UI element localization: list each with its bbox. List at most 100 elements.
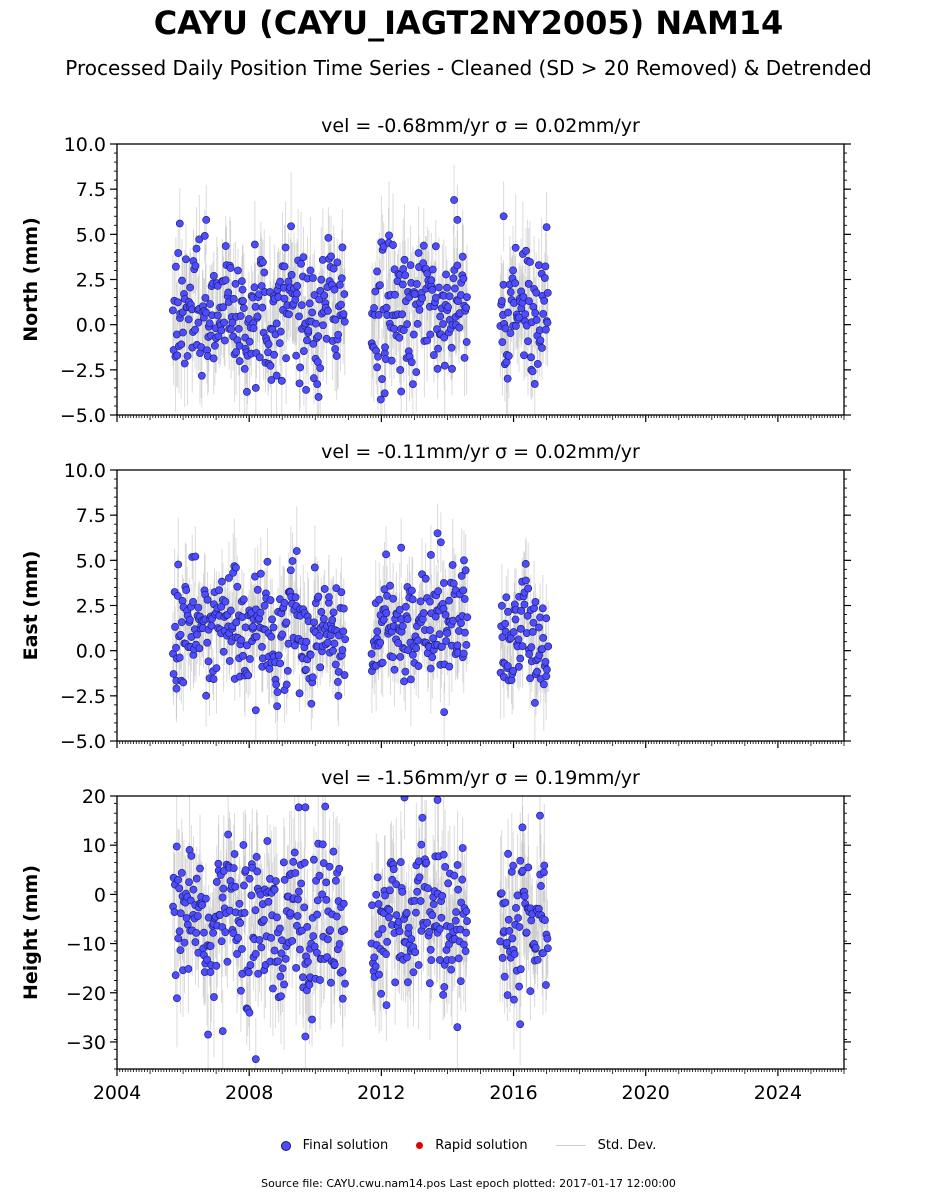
panel-height: −30 −20 −10 0 10 20 2004 2008 2012 2016 2020 2024 ve… (20, 767, 851, 1104)
data-point (441, 610, 450, 619)
data-point (280, 980, 288, 989)
data-point (497, 297, 506, 305)
data-point (434, 344, 442, 353)
data-point (200, 232, 209, 240)
data-point (239, 304, 248, 312)
data-point (325, 862, 334, 871)
data-point (419, 241, 428, 250)
data-point (278, 630, 287, 639)
data-point (524, 337, 532, 346)
data-point (413, 319, 422, 328)
data-point (272, 877, 280, 886)
data-point (516, 624, 525, 633)
data-point (203, 595, 212, 604)
legend: Final solution Rapid solution Std. Dev. (0, 1138, 937, 1153)
data-point (194, 603, 203, 612)
data-point (402, 908, 411, 917)
data-point (414, 662, 423, 670)
data-point (440, 983, 449, 991)
y-axis-label: Height (mm) (20, 865, 42, 1000)
data-point (289, 858, 298, 866)
data-point (425, 979, 434, 988)
data-point (378, 925, 387, 933)
data-point (175, 653, 184, 662)
legend-label-std: Std. Dev. (597, 1138, 657, 1153)
data-point (516, 965, 525, 974)
data-point (280, 598, 289, 607)
data-point (246, 961, 255, 969)
data-point (433, 796, 442, 804)
data-point (439, 990, 448, 999)
data-point (193, 630, 201, 639)
data-point (426, 664, 435, 673)
data-point (404, 978, 412, 987)
data-point (317, 275, 326, 284)
data-point (375, 595, 384, 604)
data-point (264, 897, 273, 906)
data-point (236, 919, 245, 927)
data-point (168, 306, 177, 315)
data-point (286, 566, 295, 575)
data-point (339, 310, 348, 318)
y-tick-label: 2.5 (76, 270, 106, 292)
data-point (516, 856, 525, 865)
data-point (429, 351, 438, 359)
data-point (540, 274, 549, 282)
data-point (309, 274, 317, 282)
x-tick-label: 2004 (93, 1082, 141, 1104)
data-point (460, 595, 469, 603)
data-point (526, 987, 535, 996)
data-point (294, 803, 303, 812)
data-point (385, 913, 393, 922)
data-point (457, 898, 466, 907)
data-point (435, 630, 444, 639)
y-tick-label: 0.0 (76, 315, 106, 337)
data-point (542, 223, 551, 232)
data-point (497, 601, 506, 610)
data-point (292, 351, 301, 360)
data-point (250, 240, 259, 249)
data-point (272, 680, 281, 689)
data-point (396, 366, 405, 374)
data-point (426, 597, 434, 606)
data-point (309, 374, 318, 383)
data-point (326, 926, 335, 934)
data-point (398, 887, 407, 896)
data-point (450, 196, 458, 204)
data-point (529, 618, 538, 627)
data-point (276, 277, 285, 286)
data-point (453, 861, 462, 869)
data-point (530, 698, 539, 707)
data-point (173, 994, 181, 1003)
data-point (443, 629, 452, 638)
data-point (459, 274, 468, 283)
data-point (397, 543, 406, 552)
x-tick-label: 2012 (357, 1082, 405, 1104)
data-point (229, 864, 238, 873)
data-point (428, 653, 437, 662)
data-point (408, 595, 417, 604)
data-point (197, 371, 206, 380)
data-point (184, 964, 193, 973)
data-point (247, 891, 256, 900)
data-point (203, 638, 212, 647)
std-dev-bars (172, 796, 549, 1069)
data-point (418, 813, 427, 822)
data-point (463, 613, 472, 622)
data-point (176, 630, 185, 639)
data-point (192, 874, 201, 883)
data-point (332, 352, 341, 360)
data-point (510, 950, 519, 958)
data-point (291, 593, 300, 602)
data-point (277, 376, 286, 385)
data-point (218, 577, 226, 586)
data-point (511, 243, 520, 252)
data-point (252, 632, 261, 641)
data-point (210, 341, 219, 350)
data-point (324, 234, 333, 242)
data-point (189, 885, 198, 894)
data-point (266, 596, 275, 605)
data-point (238, 945, 246, 953)
data-point (291, 869, 300, 877)
data-point (531, 598, 540, 606)
